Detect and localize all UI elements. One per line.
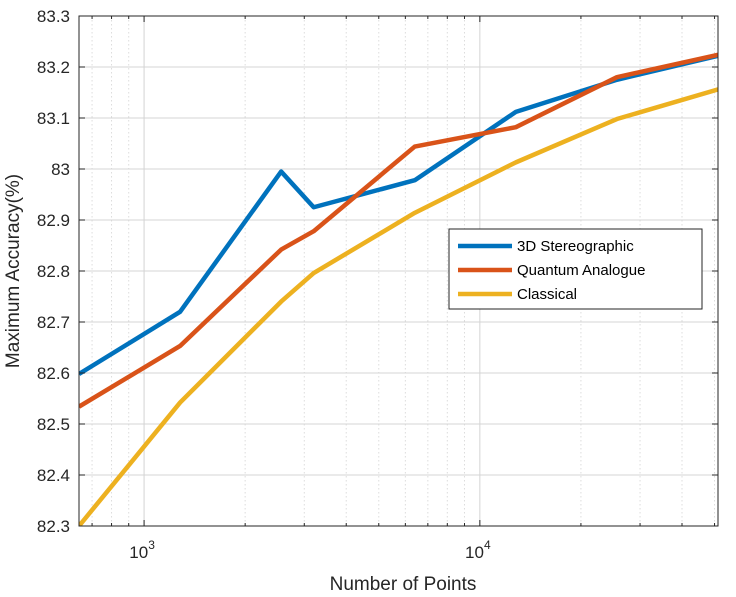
axis-ticks bbox=[79, 15, 718, 527]
legend: 3D Stereographic Quantum Analogue Classica… bbox=[448, 228, 703, 310]
series-layer bbox=[79, 52, 718, 526]
y-tick-label: 82.3 bbox=[37, 517, 70, 536]
y-axis-label: Maximum Accuracy(%) bbox=[3, 174, 24, 368]
series-line-quantum-analogue bbox=[79, 52, 718, 409]
y-tick-label: 82.6 bbox=[37, 364, 70, 383]
x-tick-label: 103 bbox=[129, 538, 155, 562]
series-line-classical bbox=[79, 87, 718, 526]
major-grid bbox=[79, 16, 718, 526]
y-tick-label: 82.4 bbox=[37, 466, 70, 485]
y-axis-tick-labels: 82.3 82.4 82.5 82.6 82.7 82.8 82.9 83 83.1 83.2 83… bbox=[37, 7, 70, 536]
y-tick-label: 82.8 bbox=[37, 262, 70, 281]
y-tick-label: 82.5 bbox=[37, 415, 70, 434]
minor-grid bbox=[91, 16, 716, 526]
y-tick-label: 83.3 bbox=[37, 7, 70, 26]
x-tick-label: 104 bbox=[465, 538, 491, 562]
y-tick-label: 82.7 bbox=[37, 313, 70, 332]
x-axis-label: Number of Points bbox=[330, 574, 477, 595]
x-axis-tick-labels: 103 104 bbox=[129, 538, 491, 562]
y-tick-label: 83 bbox=[51, 160, 70, 179]
y-tick-label: 82.9 bbox=[37, 211, 70, 230]
legend-label: Quantum Analogue bbox=[517, 262, 645, 279]
y-tick-label: 83.1 bbox=[37, 109, 70, 128]
legend-label: Classical bbox=[517, 286, 577, 303]
legend-label: 3D Stereographic bbox=[517, 238, 634, 255]
y-tick-label: 83.2 bbox=[37, 58, 70, 77]
